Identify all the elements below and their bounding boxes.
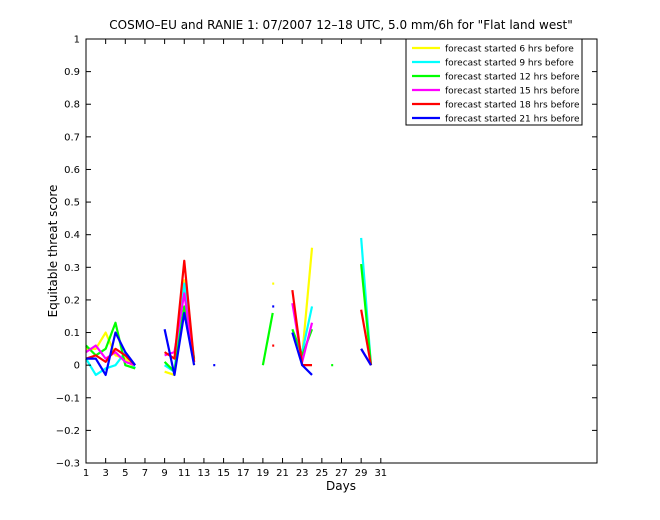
x-tick-label: 13 (198, 468, 211, 479)
legend-label: forecast started 9 hrs before (445, 59, 574, 69)
x-tick-label: 3 (102, 468, 108, 479)
x-axis-label: Days (326, 479, 356, 493)
y-tick-label: 0.8 (64, 100, 80, 111)
y-tick-label: 0.2 (64, 295, 80, 306)
y-axis-label: Equitable threat score (46, 185, 60, 318)
series-line (301, 247, 314, 356)
x-tick-label: 21 (276, 468, 289, 479)
series-line (86, 331, 136, 370)
x-tick-label: 11 (178, 468, 191, 479)
y-tick-label: −0.1 (56, 393, 80, 404)
legend-label: forecast started 18 hrs before (445, 101, 580, 111)
y-tick-label: 0 (74, 361, 80, 372)
series-line (85, 321, 136, 370)
legend-label: forecast started 6 hrs before (445, 45, 574, 55)
y-tick-label: 0.5 (64, 198, 80, 209)
series-line (360, 309, 373, 366)
y-tick-label: 1 (74, 35, 80, 46)
x-tick-label: 17 (237, 468, 250, 479)
y-tick-label: 0.7 (64, 132, 80, 143)
legend-label: forecast started 15 hrs before (445, 87, 580, 97)
x-tick-label: 9 (161, 468, 167, 479)
x-tick-label: 5 (122, 468, 128, 479)
legend: forecast started 6 hrs before forecast st… (405, 38, 583, 126)
x-tick-label: 1 (83, 468, 89, 479)
x-tick-label: 27 (335, 468, 348, 479)
y-tick-label: 0.4 (64, 230, 80, 241)
y-tick-label: 0.3 (64, 263, 80, 274)
x-axis-ticks: 1 3 5 7 9 11 13 15 17 19 21 23 25 27 29 31 (83, 39, 387, 479)
series-6 (86, 305, 372, 377)
y-tick-label: −0.2 (56, 426, 80, 437)
x-tick-label: 19 (257, 468, 270, 479)
series-line (360, 348, 372, 366)
y-tick-label: 0.6 (64, 165, 80, 176)
series-line (301, 306, 314, 353)
series-line (163, 311, 196, 377)
x-tick-label: 25 (315, 468, 328, 479)
y-tick-label: 0.9 (64, 67, 80, 78)
legend-label: forecast started 21 hrs before (445, 115, 580, 125)
y-tick-label: 0.1 (64, 328, 80, 339)
x-tick-label: 23 (296, 468, 309, 479)
x-tick-label: 31 (374, 468, 387, 479)
legend-box (405, 38, 583, 126)
series-line (291, 332, 313, 376)
series-line (360, 263, 373, 366)
x-tick-label: 7 (142, 468, 148, 479)
series-line (261, 312, 274, 366)
series-line (86, 331, 137, 377)
series-layer (85, 237, 373, 377)
x-tick-label: 29 (355, 468, 368, 479)
y-axis-ticks: −0.3 −0.2 −0.1 0 0.1 0.2 0.3 0.4 0.5 0.6 0.7 0.8 0.9… (56, 35, 597, 470)
y-tick-label: −0.3 (56, 459, 80, 470)
legend-label: forecast started 12 hrs before (445, 73, 580, 83)
x-tick-label: 15 (217, 468, 230, 479)
chart-title: COSMO–EU and RANIE 1: 07/2007 12–18 UTC,… (109, 18, 572, 32)
